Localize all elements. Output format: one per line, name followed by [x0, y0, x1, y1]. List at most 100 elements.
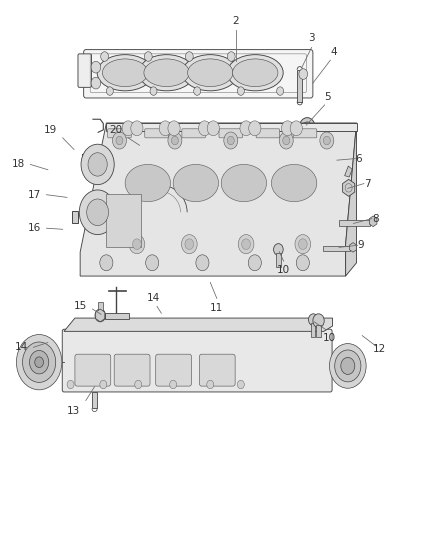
Bar	[339, 220, 370, 226]
FancyBboxPatch shape	[75, 354, 111, 386]
Circle shape	[299, 69, 307, 79]
FancyBboxPatch shape	[145, 129, 168, 138]
Bar	[311, 324, 315, 337]
Circle shape	[122, 121, 134, 136]
Ellipse shape	[139, 55, 194, 91]
Circle shape	[282, 121, 293, 136]
Text: 5: 5	[324, 92, 331, 102]
Circle shape	[299, 118, 315, 137]
Circle shape	[274, 244, 283, 255]
Circle shape	[248, 255, 261, 271]
Polygon shape	[64, 318, 332, 332]
Circle shape	[88, 153, 107, 176]
Ellipse shape	[272, 165, 317, 201]
Ellipse shape	[125, 165, 170, 201]
Ellipse shape	[144, 59, 189, 86]
Text: 10: 10	[277, 265, 290, 276]
Circle shape	[237, 380, 244, 389]
Polygon shape	[350, 243, 357, 252]
FancyBboxPatch shape	[256, 129, 280, 138]
Circle shape	[16, 335, 62, 390]
Ellipse shape	[233, 59, 278, 86]
Circle shape	[170, 380, 177, 389]
Circle shape	[22, 342, 56, 382]
Circle shape	[79, 190, 116, 235]
Circle shape	[100, 380, 107, 389]
Circle shape	[145, 52, 152, 61]
Circle shape	[171, 136, 178, 145]
Circle shape	[133, 239, 141, 249]
Circle shape	[283, 136, 290, 145]
Circle shape	[295, 235, 311, 254]
Circle shape	[101, 52, 109, 61]
Circle shape	[81, 144, 114, 184]
FancyBboxPatch shape	[219, 129, 243, 138]
Polygon shape	[96, 309, 105, 322]
FancyBboxPatch shape	[78, 54, 92, 87]
Circle shape	[100, 255, 113, 271]
Bar	[323, 246, 350, 251]
Text: 7: 7	[364, 179, 371, 189]
Circle shape	[116, 136, 123, 145]
FancyBboxPatch shape	[108, 129, 131, 138]
Text: 13: 13	[67, 406, 80, 416]
Polygon shape	[369, 216, 377, 227]
Bar	[297, 70, 302, 102]
FancyBboxPatch shape	[293, 129, 317, 138]
Bar	[98, 302, 103, 313]
Circle shape	[279, 132, 293, 149]
Text: 6: 6	[355, 154, 362, 164]
Circle shape	[323, 136, 330, 145]
Circle shape	[303, 122, 311, 133]
Circle shape	[168, 132, 182, 149]
Polygon shape	[346, 123, 357, 276]
Text: 3: 3	[308, 33, 315, 43]
Circle shape	[240, 121, 252, 136]
Circle shape	[290, 121, 302, 136]
Circle shape	[35, 357, 43, 368]
Ellipse shape	[97, 55, 153, 91]
Text: 9: 9	[357, 240, 364, 250]
Bar	[106, 313, 130, 319]
Ellipse shape	[173, 165, 219, 201]
Text: 20: 20	[109, 125, 122, 135]
Circle shape	[335, 350, 361, 382]
Circle shape	[298, 239, 307, 249]
Circle shape	[305, 125, 309, 130]
Text: 2: 2	[232, 16, 239, 26]
Circle shape	[91, 61, 101, 73]
Circle shape	[131, 121, 143, 136]
Bar	[92, 392, 97, 408]
Text: 12: 12	[373, 344, 386, 354]
Polygon shape	[80, 123, 357, 276]
Circle shape	[150, 87, 157, 95]
Circle shape	[135, 380, 142, 389]
Circle shape	[207, 121, 219, 136]
Circle shape	[146, 255, 159, 271]
Text: 4: 4	[330, 46, 337, 56]
Bar	[276, 253, 281, 266]
FancyBboxPatch shape	[114, 354, 150, 386]
Text: 18: 18	[11, 159, 25, 169]
Text: 8: 8	[372, 214, 378, 224]
Circle shape	[308, 314, 318, 326]
Circle shape	[329, 344, 366, 388]
Bar	[106, 193, 141, 247]
Ellipse shape	[227, 55, 283, 91]
Circle shape	[227, 136, 234, 145]
Ellipse shape	[102, 59, 148, 86]
FancyBboxPatch shape	[62, 329, 332, 392]
Text: 10: 10	[322, 334, 336, 343]
Text: 14: 14	[147, 293, 160, 303]
Text: 17: 17	[28, 190, 41, 200]
Circle shape	[198, 121, 211, 136]
Bar	[316, 325, 321, 337]
Circle shape	[238, 235, 254, 254]
Polygon shape	[345, 166, 352, 177]
Text: 19: 19	[43, 125, 57, 135]
Circle shape	[159, 121, 171, 136]
Circle shape	[181, 235, 197, 254]
Circle shape	[237, 87, 244, 95]
Circle shape	[320, 132, 334, 149]
Polygon shape	[106, 123, 357, 131]
